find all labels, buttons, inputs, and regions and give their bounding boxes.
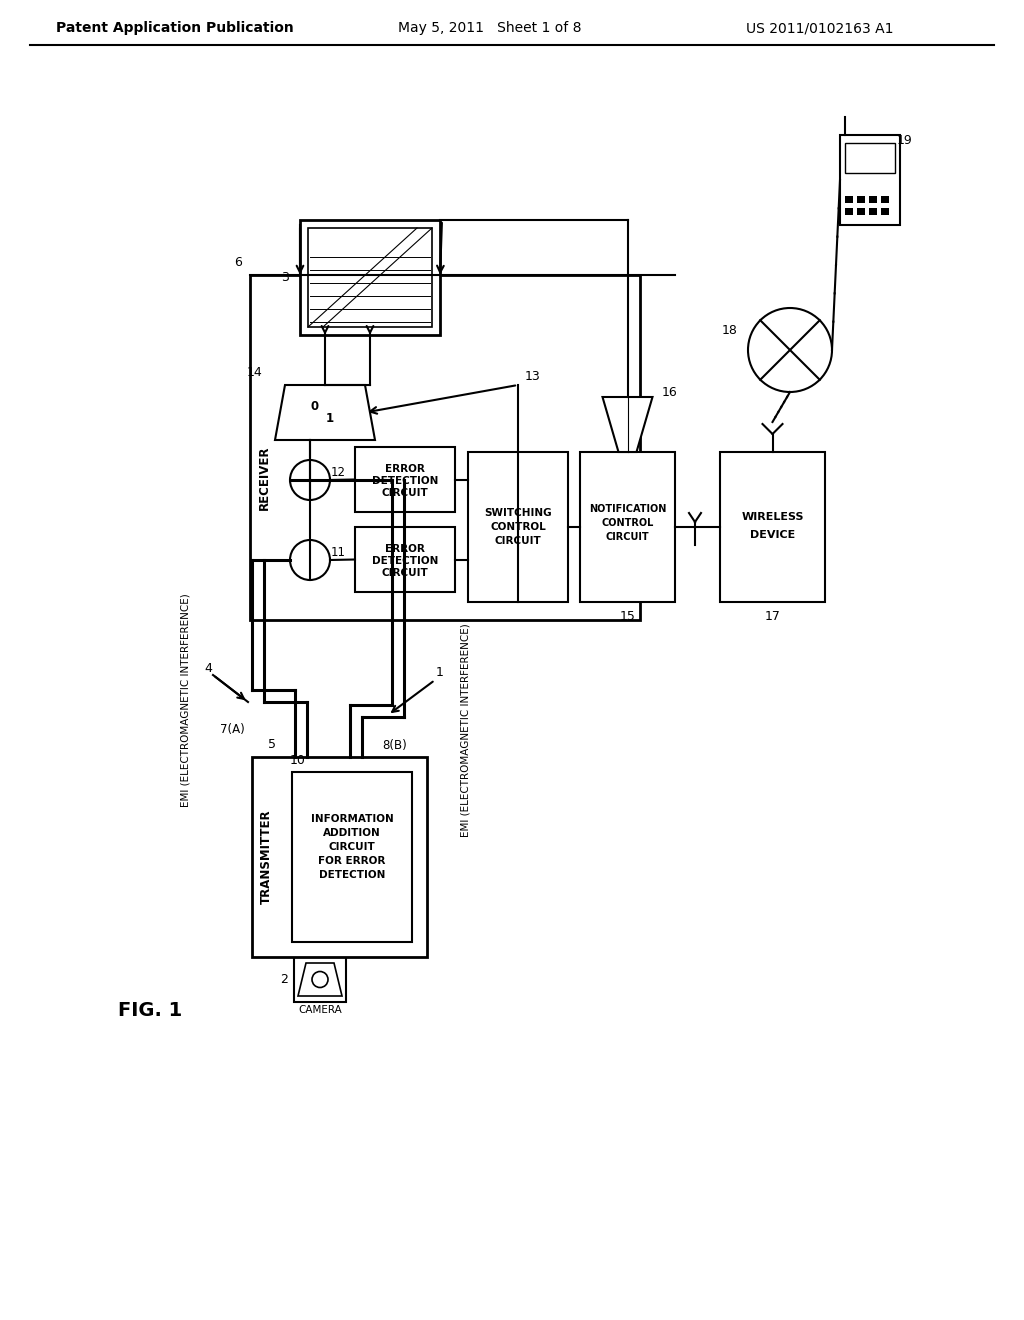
Text: 3: 3 (281, 271, 289, 284)
Bar (292, 772, 412, 942)
Text: 10: 10 (290, 754, 306, 767)
Text: INFORMATION: INFORMATION (310, 814, 393, 824)
Text: US 2011/0102163 A1: US 2011/0102163 A1 (746, 21, 894, 36)
Text: EMI (ELECTROMAGNETIC INTERFERENCE): EMI (ELECTROMAGNETIC INTERFERENCE) (180, 593, 190, 807)
Text: CONTROL: CONTROL (490, 521, 546, 532)
Bar (845, 195, 853, 203)
Text: 11: 11 (331, 545, 345, 558)
Bar (869, 195, 877, 203)
Text: 15: 15 (620, 610, 636, 623)
Text: DEVICE: DEVICE (750, 531, 795, 540)
Bar (845, 209, 853, 215)
Text: EMI (ELECTROMAGNETIC INTERFERENCE): EMI (ELECTROMAGNETIC INTERFERENCE) (460, 623, 470, 837)
Text: RECEIVER: RECEIVER (257, 445, 270, 510)
Bar (308, 228, 432, 327)
Text: 14: 14 (247, 367, 263, 380)
Text: 1: 1 (326, 412, 334, 425)
Text: FIG. 1: FIG. 1 (118, 1001, 182, 1019)
Text: 5: 5 (268, 738, 276, 751)
Text: CIRCUIT: CIRCUIT (382, 488, 428, 499)
Text: WIRELESS: WIRELESS (741, 512, 804, 521)
Bar (881, 209, 889, 215)
Bar (355, 527, 455, 591)
Text: 0: 0 (311, 400, 319, 413)
Text: 12: 12 (331, 466, 345, 479)
Text: NOTIFICATION: NOTIFICATION (589, 504, 667, 513)
Text: 1: 1 (436, 665, 444, 678)
Bar (840, 135, 900, 224)
Text: 6: 6 (234, 256, 242, 269)
Bar (250, 275, 640, 620)
Text: CIRCUIT: CIRCUIT (382, 569, 428, 578)
Text: ERROR: ERROR (385, 465, 425, 474)
Text: May 5, 2011   Sheet 1 of 8: May 5, 2011 Sheet 1 of 8 (398, 21, 582, 36)
Polygon shape (275, 385, 375, 440)
Text: ADDITION: ADDITION (324, 828, 381, 838)
Polygon shape (602, 397, 652, 451)
Text: DETECTION: DETECTION (372, 477, 438, 487)
Text: 4: 4 (204, 661, 212, 675)
Text: CIRCUIT: CIRCUIT (329, 842, 376, 851)
Text: 8(B): 8(B) (383, 738, 408, 751)
Text: ERROR: ERROR (385, 544, 425, 554)
Bar (857, 195, 865, 203)
Bar (720, 451, 825, 602)
Bar (355, 447, 455, 512)
Bar (869, 209, 877, 215)
Bar (252, 756, 427, 957)
Bar (857, 209, 865, 215)
Bar (468, 451, 568, 602)
Text: 18: 18 (722, 323, 738, 337)
Text: DETECTION: DETECTION (318, 870, 385, 880)
Bar (294, 957, 346, 1002)
Text: SWITCHING: SWITCHING (484, 508, 552, 517)
Text: 19: 19 (897, 133, 912, 147)
Text: DETECTION: DETECTION (372, 557, 438, 566)
Text: Patent Application Publication: Patent Application Publication (56, 21, 294, 36)
Text: 2: 2 (280, 973, 288, 986)
Bar (881, 195, 889, 203)
Text: 17: 17 (765, 610, 780, 623)
Text: 16: 16 (662, 385, 677, 399)
Text: CIRCUIT: CIRCUIT (495, 536, 542, 546)
Text: 7(A): 7(A) (219, 723, 245, 737)
Bar (300, 220, 440, 335)
Text: CAMERA: CAMERA (298, 1005, 342, 1015)
Text: CONTROL: CONTROL (601, 517, 653, 528)
Bar (580, 451, 675, 602)
Text: CIRCUIT: CIRCUIT (605, 532, 649, 543)
Text: 13: 13 (525, 371, 541, 384)
Text: TRANSMITTER: TRANSMITTER (259, 809, 272, 904)
Text: FOR ERROR: FOR ERROR (318, 855, 386, 866)
Bar (845, 143, 895, 173)
